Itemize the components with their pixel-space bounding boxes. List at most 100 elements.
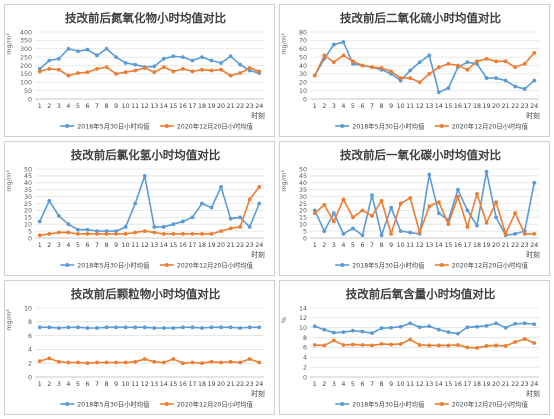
data-point [190, 231, 195, 236]
x-tick-label: 4 [66, 103, 70, 110]
x-tick-label: 2 [322, 381, 326, 388]
x-tick-label: 9 [114, 103, 118, 110]
x-tick-label: 7 [370, 381, 374, 388]
data-point [465, 325, 470, 330]
x-tick-label: 18 [473, 242, 481, 249]
data-point [503, 344, 508, 348]
x-tick-label: 21 [227, 242, 235, 249]
data-point [408, 337, 413, 342]
x-tick-label: 4 [66, 381, 70, 388]
x-tick-label: 12 [141, 381, 149, 388]
x-tick-label: 3 [57, 381, 61, 388]
data-point [247, 357, 252, 361]
data-point [247, 66, 252, 70]
data-point [398, 201, 403, 206]
data-point [436, 327, 441, 332]
data-point [503, 325, 508, 330]
data-point [133, 62, 138, 67]
data-point [161, 225, 166, 229]
y-tick-label: 350 [20, 38, 32, 45]
y-tick-label: 12 [299, 315, 307, 322]
y-tick-label: 80 [299, 29, 307, 36]
y-tick-label: 10 [24, 305, 32, 312]
data-point [331, 60, 336, 65]
data-point [238, 360, 243, 365]
data-point [351, 59, 355, 64]
legend-label-2: 2020年12月20日小时均值 [177, 261, 254, 270]
x-tick-label: 13 [425, 381, 433, 388]
y-tick-label: 15 [24, 215, 32, 222]
x-tick-label: 17 [463, 242, 471, 249]
legend-marker-2 [439, 402, 444, 406]
x-tick-label: 20 [492, 103, 500, 110]
data-point [532, 180, 537, 185]
y-tick-label: 25 [299, 201, 307, 208]
x-tick-label: 7 [370, 103, 374, 110]
x-tick-label: 14 [160, 242, 168, 249]
data-point [331, 338, 336, 343]
data-point [389, 342, 394, 347]
y-tick-label: 250 [20, 54, 32, 61]
data-point [47, 325, 52, 330]
data-point [123, 325, 128, 330]
x-tick-label: 6 [360, 242, 364, 249]
y-tick-label: 25 [24, 201, 32, 208]
x-tick-label: 13 [425, 103, 433, 110]
data-point [257, 360, 262, 365]
data-point [465, 60, 470, 65]
data-point [370, 331, 374, 336]
data-point [37, 359, 42, 364]
x-tick-label: 23 [246, 242, 254, 249]
data-point [408, 76, 413, 80]
x-tick-label: 10 [122, 242, 130, 249]
data-point [228, 325, 233, 330]
x-tick-label: 16 [454, 242, 462, 249]
x-tick-label: 20 [217, 381, 225, 388]
y-tick-label: 0 [303, 374, 307, 381]
data-point [56, 214, 61, 218]
data-point [247, 197, 252, 202]
data-point [532, 51, 537, 55]
data-point [247, 325, 252, 330]
data-point [76, 231, 80, 236]
data-point [47, 231, 52, 236]
data-point [66, 325, 71, 330]
x-tick-label: 16 [179, 242, 187, 249]
data-point [228, 54, 233, 59]
x-tick-label: 23 [521, 242, 529, 249]
data-point [209, 68, 214, 73]
x-tick-label: 22 [236, 381, 244, 388]
chart-panel-1: 技改前后氮氧化物小时均值对比 mg/m³ 0 50 100 150 200 250 300 350… [4, 4, 275, 137]
y-tick-label: 30 [24, 194, 32, 201]
data-point [503, 59, 508, 64]
x-tick-label: 17 [463, 103, 471, 110]
data-point [228, 226, 233, 231]
data-point [85, 326, 90, 330]
data-point [494, 343, 498, 348]
y-tick-label: 4 [303, 355, 307, 362]
data-point [360, 343, 365, 347]
data-point [76, 227, 80, 232]
data-point [257, 185, 262, 189]
data-point [331, 330, 336, 335]
legend-label-1: 2018年5月30日小时均值 [352, 400, 425, 409]
data-point [494, 200, 498, 205]
data-point [417, 343, 422, 347]
y-tick-label: 100 [20, 80, 32, 87]
legend-label-1: 2018年5月30日小时均值 [77, 261, 150, 270]
data-point [513, 84, 518, 89]
data-point [446, 61, 451, 66]
data-point [66, 46, 71, 51]
data-point [436, 200, 441, 205]
data-point [85, 361, 90, 366]
x-tick-label: 24 [255, 103, 263, 110]
y-tick-label: 20 [299, 208, 307, 215]
x-tick-label: 8 [380, 242, 384, 249]
data-point [322, 53, 327, 58]
data-point [427, 324, 432, 329]
y-axis-label: mg/m³ [5, 33, 13, 55]
data-point [370, 214, 374, 218]
data-point [408, 321, 413, 326]
data-point [85, 70, 90, 75]
data-point [209, 359, 214, 364]
